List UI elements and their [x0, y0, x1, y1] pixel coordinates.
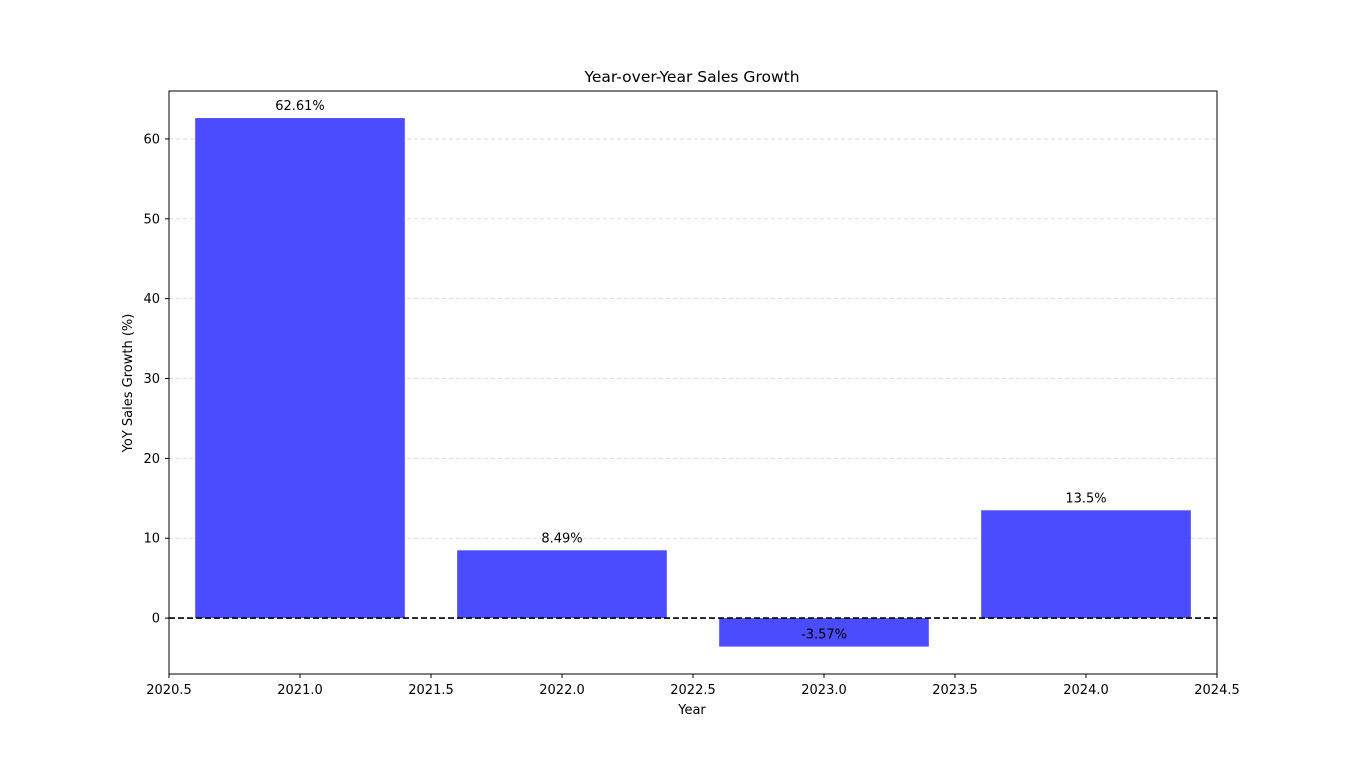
x-tick-label-2024.5: 2024.5 — [1194, 683, 1240, 698]
y-tick-label-20: 20 — [143, 452, 160, 467]
y-tick-label-10: 10 — [143, 532, 160, 547]
bars — [195, 118, 1191, 647]
bar-value-label-2024: 13.5% — [1065, 491, 1106, 506]
y-tick-label-0: 0 — [152, 612, 160, 627]
bar-value-label-2023: -3.57% — [801, 628, 847, 643]
bar-2024 — [981, 510, 1191, 619]
bar-2023 — [719, 618, 929, 647]
x-tick-label-2023.0: 2023.0 — [801, 683, 847, 698]
y-axis-ticks: 0 10 20 30 40 50 60 — [143, 132, 169, 627]
y-tick-label-40: 40 — [143, 292, 160, 307]
x-tick-label-2021.0: 2021.0 — [277, 683, 323, 698]
x-tick-label-2020.5: 2020.5 — [146, 683, 192, 698]
bar-2022 — [457, 550, 667, 619]
y-tick-label-60: 60 — [143, 132, 160, 147]
bar-value-labels: 62.61% 8.49% -3.57% 13.5% — [275, 99, 1106, 643]
x-tick-label-2022.5: 2022.5 — [670, 683, 716, 698]
y-axis-title: YoY Sales Growth (%) — [121, 314, 136, 454]
x-axis-title: Year — [677, 703, 706, 718]
chart-title: Year-over-Year Sales Growth — [583, 68, 799, 86]
x-tick-label-2024.0: 2024.0 — [1063, 683, 1109, 698]
bar-2021 — [195, 118, 405, 619]
bar-value-label-2022: 8.49% — [541, 531, 582, 546]
x-tick-label-2023.5: 2023.5 — [932, 683, 978, 698]
bar-value-label-2021: 62.61% — [275, 99, 325, 114]
y-tick-label-50: 50 — [143, 212, 160, 227]
x-tick-label-2021.5: 2021.5 — [408, 683, 454, 698]
y-tick-label-30: 30 — [143, 372, 160, 387]
x-tick-label-2022.0: 2022.0 — [539, 683, 585, 698]
x-axis-ticks: 2020.5 2021.0 2021.5 2022.0 2022.5 2023.0 2023… — [146, 674, 1240, 698]
